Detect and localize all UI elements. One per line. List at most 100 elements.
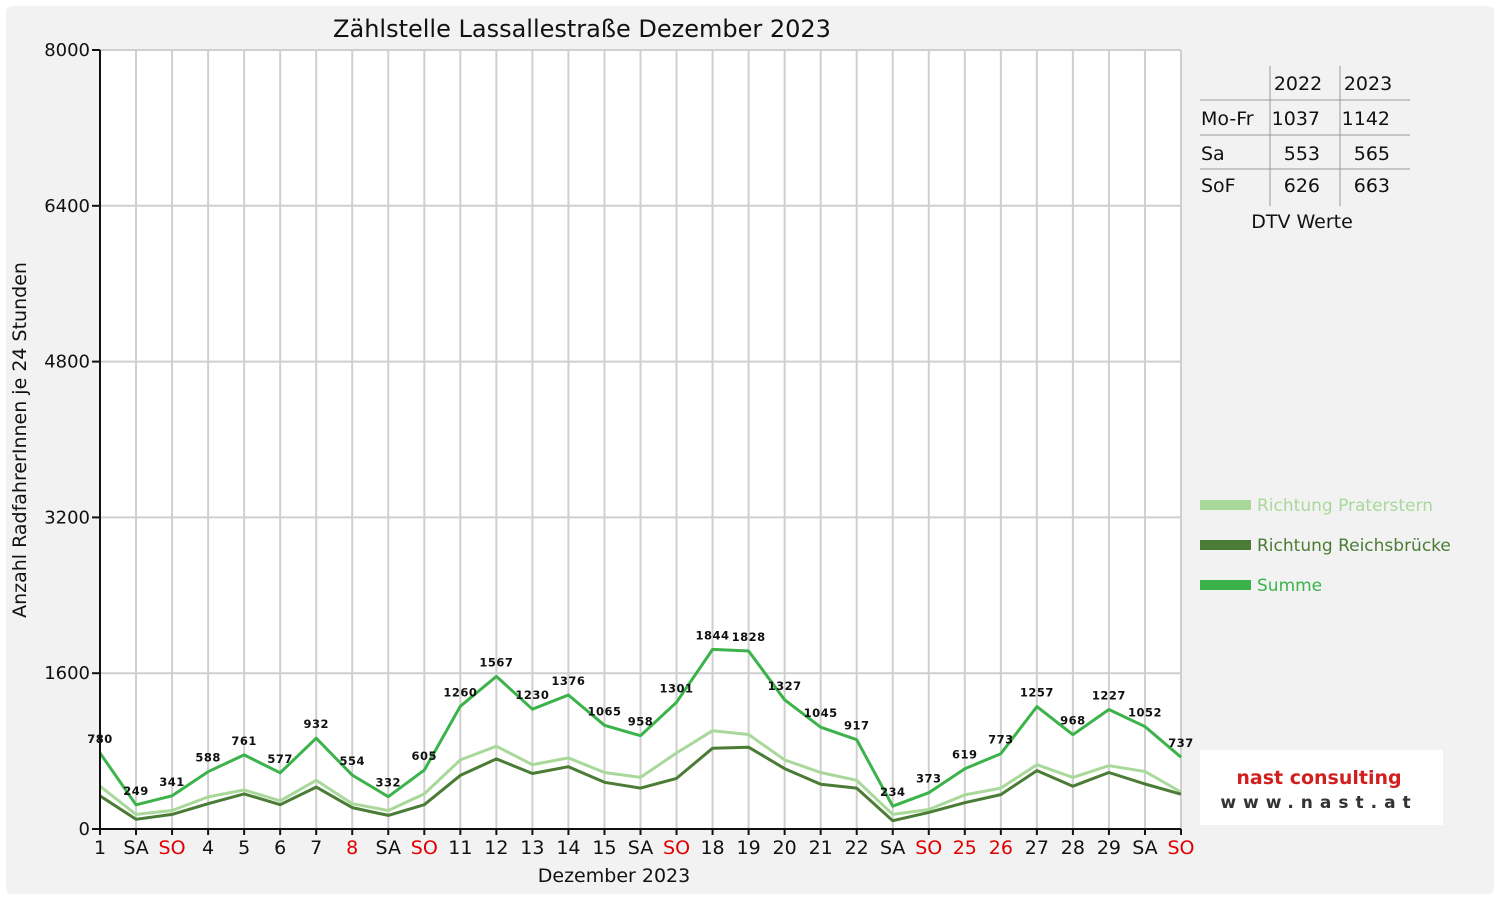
x-tick-label: 12 xyxy=(484,837,508,859)
dtv-caption: DTV Werte xyxy=(1251,211,1353,233)
legend-label: Richtung Reichsbrücke xyxy=(1257,536,1451,556)
data-label: 773 xyxy=(988,733,1014,747)
data-label: 554 xyxy=(339,754,365,768)
data-label: 761 xyxy=(231,734,257,748)
x-tick-label: SO xyxy=(411,837,438,859)
data-label: 373 xyxy=(916,772,942,786)
x-tick-label: 4 xyxy=(202,837,214,859)
x-tick-label: SO xyxy=(663,837,690,859)
x-tick-label: 29 xyxy=(1097,837,1121,859)
y-tick-label: 3200 xyxy=(44,507,90,528)
x-tick-label: SA xyxy=(123,837,148,859)
x-tick-label: 6 xyxy=(274,837,286,859)
x-tick-label: 11 xyxy=(448,837,472,859)
x-tick-label: 25 xyxy=(953,837,977,859)
x-tick-label: SA xyxy=(880,837,905,859)
data-label: 932 xyxy=(303,717,329,731)
data-labels: 7802493415887615779325543326051260156712… xyxy=(87,628,1194,799)
data-label: 1567 xyxy=(479,655,513,669)
data-label: 588 xyxy=(195,751,221,765)
data-label: 917 xyxy=(844,719,870,733)
logo-main-text: nast consulting xyxy=(1236,767,1401,789)
dtv-row-label: SoF xyxy=(1201,175,1236,197)
series-line xyxy=(99,745,1182,823)
series-line xyxy=(98,647,1182,808)
grid xyxy=(100,49,1182,829)
data-label: 577 xyxy=(267,752,293,766)
data-label: 619 xyxy=(952,748,978,762)
x-tick-label: 27 xyxy=(1025,837,1049,859)
x-tick-label: 19 xyxy=(737,837,761,859)
legend-swatch xyxy=(1200,500,1251,510)
data-label: 1257 xyxy=(1020,686,1054,700)
data-label: 1052 xyxy=(1128,706,1162,720)
data-label: 737 xyxy=(1168,736,1194,750)
data-label: 1376 xyxy=(551,674,585,688)
dtv-cell: 1037 xyxy=(1272,108,1320,130)
data-label: 1844 xyxy=(696,628,730,642)
axes: 0 1600 3200 4800 6400 8000 1 SA SO 4 5 6 7 8 SA SO 11 12 1… xyxy=(44,40,1194,859)
y-tick-label: 4800 xyxy=(44,352,90,373)
x-tick-label: SO xyxy=(159,837,186,859)
dtv-cell: 553 xyxy=(1284,143,1320,165)
x-tick-label: SA xyxy=(376,837,401,859)
y-tick-label: 6400 xyxy=(44,196,90,217)
data-label: 968 xyxy=(1060,714,1086,728)
dtv-cell: 1142 xyxy=(1342,108,1390,130)
x-tick-label: 28 xyxy=(1061,837,1085,859)
data-label: 234 xyxy=(880,785,906,799)
dtv-cell: 663 xyxy=(1354,175,1390,197)
legend-swatch xyxy=(1200,580,1251,590)
data-label: 1227 xyxy=(1092,689,1126,703)
x-tick-label: SO xyxy=(1167,837,1194,859)
legend-label: Summe xyxy=(1257,576,1322,596)
x-tick-label: 14 xyxy=(556,837,580,859)
x-tick-label: 18 xyxy=(700,837,724,859)
data-label: 605 xyxy=(412,749,438,763)
dtv-header-2022: 2022 xyxy=(1274,73,1322,95)
data-label: 1327 xyxy=(768,679,802,693)
x-tick-label: 8 xyxy=(346,837,358,859)
logo-sub-text: www.nast.at xyxy=(1220,793,1417,813)
x-tick-label: 20 xyxy=(773,837,797,859)
data-label: 332 xyxy=(376,776,402,790)
dtv-table: 2022 2023 Mo-Fr 1037 1142 Sa 553 565 SoF… xyxy=(1200,66,1410,233)
y-axis-label: Anzahl RadfahrerInnen je 24 Stunden xyxy=(9,262,31,618)
dtv-cell: 565 xyxy=(1354,143,1390,165)
data-label: 1301 xyxy=(660,681,694,695)
x-axis-label: Dezember 2023 xyxy=(538,865,690,887)
x-tick-label: 22 xyxy=(845,837,869,859)
series-line xyxy=(99,729,1182,816)
x-tick-label: 26 xyxy=(989,837,1013,859)
y-tick-label: 8000 xyxy=(44,40,90,61)
chart-title: Zählstelle Lassallestraße Dezember 2023 xyxy=(333,15,831,43)
dtv-header-2023: 2023 xyxy=(1344,73,1392,95)
series-layer xyxy=(98,647,1182,823)
data-label: 1230 xyxy=(515,688,549,702)
legend: Richtung Praterstern Richtung Reichsbrück… xyxy=(1200,496,1451,596)
x-tick-label: SA xyxy=(628,837,653,859)
x-tick-label: 7 xyxy=(310,837,322,859)
x-tick-label: 1 xyxy=(94,837,106,859)
data-label: 341 xyxy=(159,775,185,789)
data-label: 1260 xyxy=(443,685,477,699)
dtv-cell: 626 xyxy=(1284,175,1320,197)
x-tick-label: SO xyxy=(915,837,942,859)
data-label: 1045 xyxy=(804,706,838,720)
legend-label: Richtung Praterstern xyxy=(1257,496,1433,516)
data-label: 1828 xyxy=(732,630,766,644)
dtv-row-label: Mo-Fr xyxy=(1201,108,1254,130)
y-tick-label: 0 xyxy=(79,819,90,840)
data-label: 249 xyxy=(123,784,149,798)
y-tick-label: 1600 xyxy=(44,663,90,684)
x-tick-label: SA xyxy=(1132,837,1157,859)
x-tick-label: 15 xyxy=(592,837,616,859)
data-label: 958 xyxy=(628,715,654,729)
x-tick-label: 21 xyxy=(809,837,833,859)
logo: nast consulting www.nast.at xyxy=(1200,750,1443,825)
legend-swatch xyxy=(1200,540,1251,550)
dtv-row-label: Sa xyxy=(1201,143,1225,165)
data-label: 1065 xyxy=(587,704,621,718)
x-tick-label: 5 xyxy=(238,837,250,859)
